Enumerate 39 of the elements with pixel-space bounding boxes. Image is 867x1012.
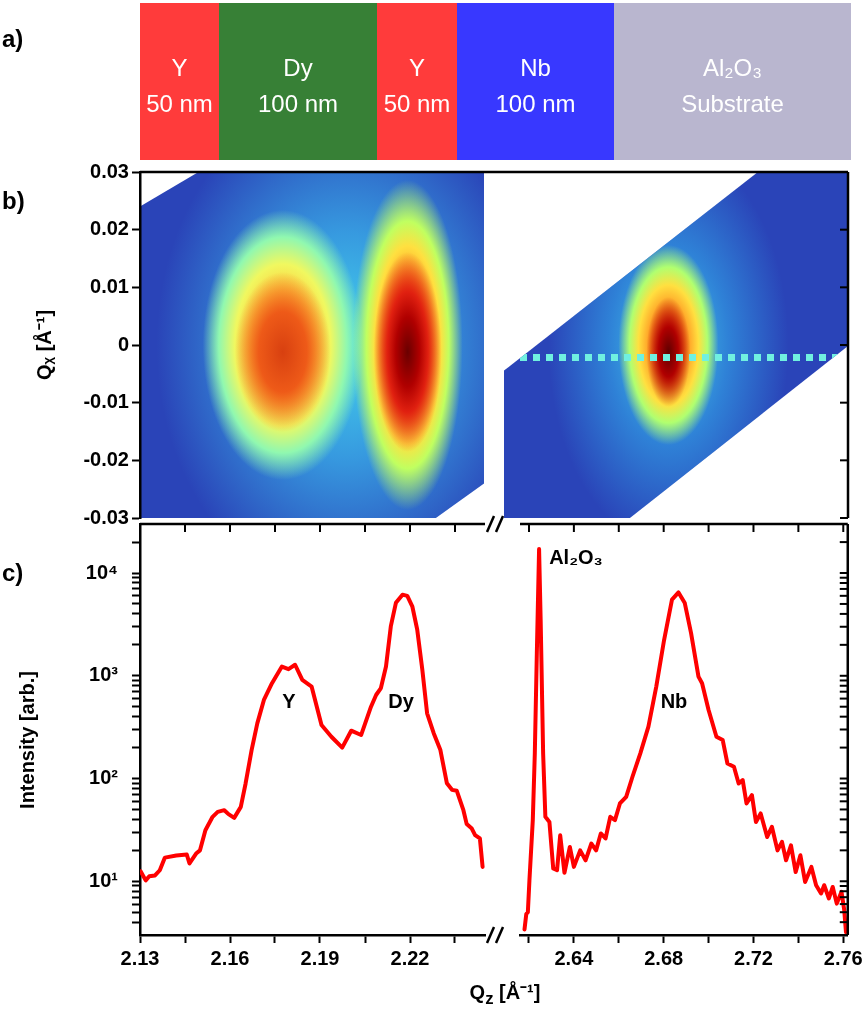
x-tick-label: 2.13	[120, 946, 160, 969]
annotation: Nb	[660, 689, 688, 712]
y-tick-label: 10⁴	[85, 560, 118, 583]
text: b)	[2, 186, 25, 215]
text: 100 nm	[495, 89, 576, 118]
text: 100 nm	[257, 89, 339, 118]
text: 50 nm	[383, 89, 451, 118]
y-tick-label: 10¹	[89, 868, 119, 891]
text: Dy	[283, 53, 313, 82]
y-tick-label: 10³	[89, 663, 119, 686]
y-tick-label: 0	[117, 332, 129, 355]
annotation: Dy	[388, 689, 415, 712]
x-tick-label: 2.68	[644, 946, 684, 969]
x-tick-label: 2.19	[300, 946, 340, 969]
y-axis-title: Qᵪ [Å⁻¹]	[32, 309, 56, 381]
annotation: Y	[282, 689, 297, 712]
y-tick-label: 0.03	[90, 159, 129, 182]
y-axis-title: Intensity [arb.]	[15, 671, 39, 809]
text: Nb	[520, 53, 551, 82]
y-tick-label: 0.02	[90, 217, 129, 240]
y-tick-label: 0.01	[90, 274, 129, 297]
x-tick-label: 2.72	[734, 946, 773, 969]
y-tick-label: 10²	[89, 766, 119, 789]
text: c)	[2, 558, 24, 587]
y-tick-label: -0.02	[83, 447, 129, 470]
text: Al₂O₃	[702, 53, 763, 82]
x-axis-title: Q$_{z}$ [Å⁻¹]	[469, 979, 541, 1009]
x-tick-label: 2.22	[390, 946, 430, 969]
annotation: Al₂O₃	[549, 545, 603, 568]
x-tick-label: 2.64	[554, 946, 595, 969]
x-tick-label: 2.76	[823, 946, 863, 969]
text: a)	[2, 24, 24, 53]
text: Substrate	[681, 89, 784, 118]
text: Y	[408, 53, 426, 82]
y-tick-label: -0.01	[83, 390, 129, 413]
x-tick-label: 2.16	[210, 946, 250, 969]
text: 50 nm	[146, 89, 213, 118]
text: Y	[171, 53, 188, 82]
y-tick-label: -0.03	[83, 505, 129, 528]
